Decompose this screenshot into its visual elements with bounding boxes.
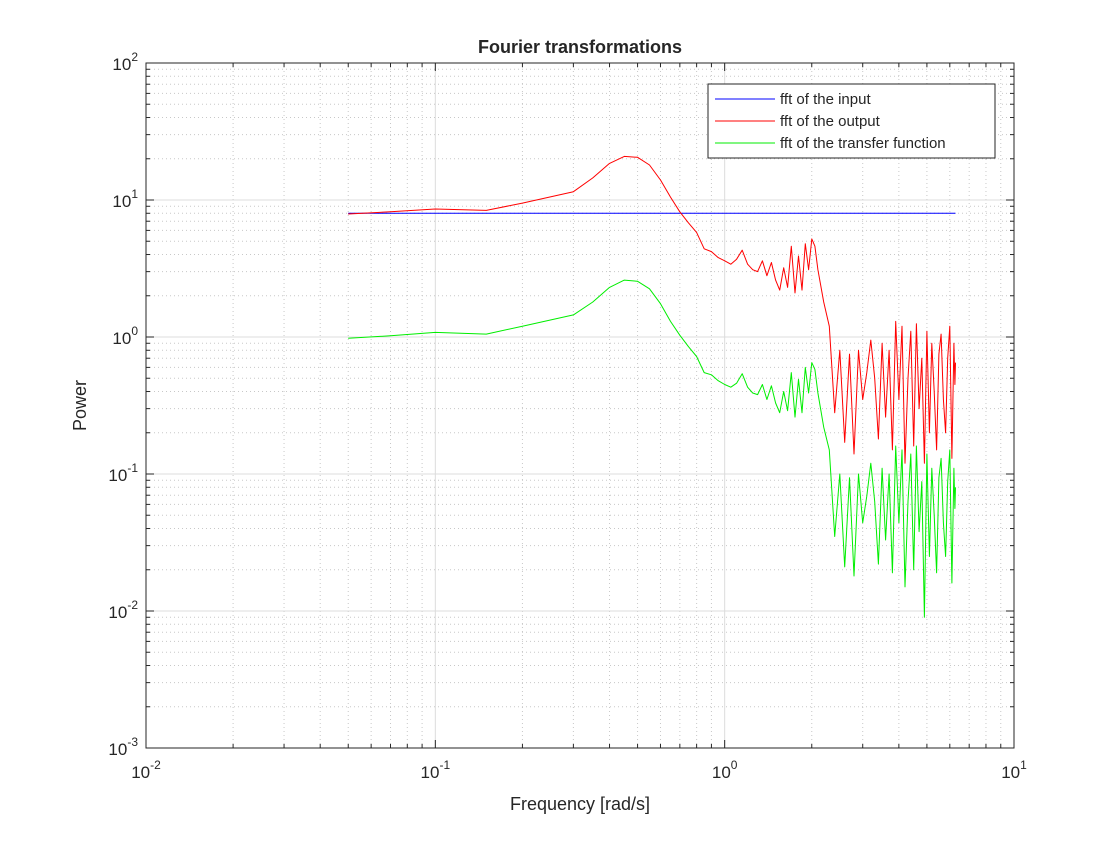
chart-title: Fourier transformations [478,37,682,57]
x-axis-label: Frequency [rad/s] [510,794,650,814]
x-tick-base: 10 [421,763,440,782]
y-tick-label: 10-1 [108,461,138,485]
ticks [145,63,1014,749]
y-tick-exponent: -2 [127,598,138,612]
legend-label: fft of the transfer function [780,135,946,152]
y-tick-label: 10-3 [108,735,138,759]
legend-label: fft of the input [780,91,871,108]
y-tick-base: 10 [112,55,131,74]
y-tick-exponent: -1 [127,461,138,475]
legend: fft of the input fft of the output fft of … [707,83,996,159]
y-tick-base: 10 [108,740,127,759]
y-tick-exponent: 2 [131,50,138,64]
x-tick-label: 10-2 [131,758,161,782]
y-tick-base: 10 [108,603,127,622]
x-tick-label: 10-1 [421,758,451,782]
grid [145,63,1014,749]
y-tick-label: 101 [112,187,138,211]
y-tick-base: 10 [112,329,131,348]
y-tick-exponent: 0 [131,324,138,338]
y-tick-label: 102 [112,50,138,74]
x-tick-exponent: -1 [439,758,450,772]
x-tick-exponent: 1 [1020,758,1027,772]
y-tick-exponent: -3 [127,735,138,749]
legend-label: fft of the output [780,113,881,130]
y-tick-label: 10-2 [108,598,138,622]
x-tick-base: 10 [712,763,731,782]
x-tick-base: 10 [131,763,150,782]
x-tick-base: 10 [1001,763,1020,782]
y-axis-label: Power [70,380,90,431]
x-tick-exponent: -2 [150,758,161,772]
axes-box [145,62,1015,749]
x-tick-label: 100 [712,758,738,782]
y-tick-base: 10 [112,192,131,211]
y-tick-exponent: 1 [131,187,138,201]
series-line-2 [348,155,956,464]
series-line-3 [348,279,956,618]
x-tick-label: 101 [1001,758,1027,782]
y-tick-label: 100 [112,324,138,348]
plot-lines [348,155,956,618]
x-tick-exponent: 0 [731,758,738,772]
y-tick-base: 10 [108,466,127,485]
